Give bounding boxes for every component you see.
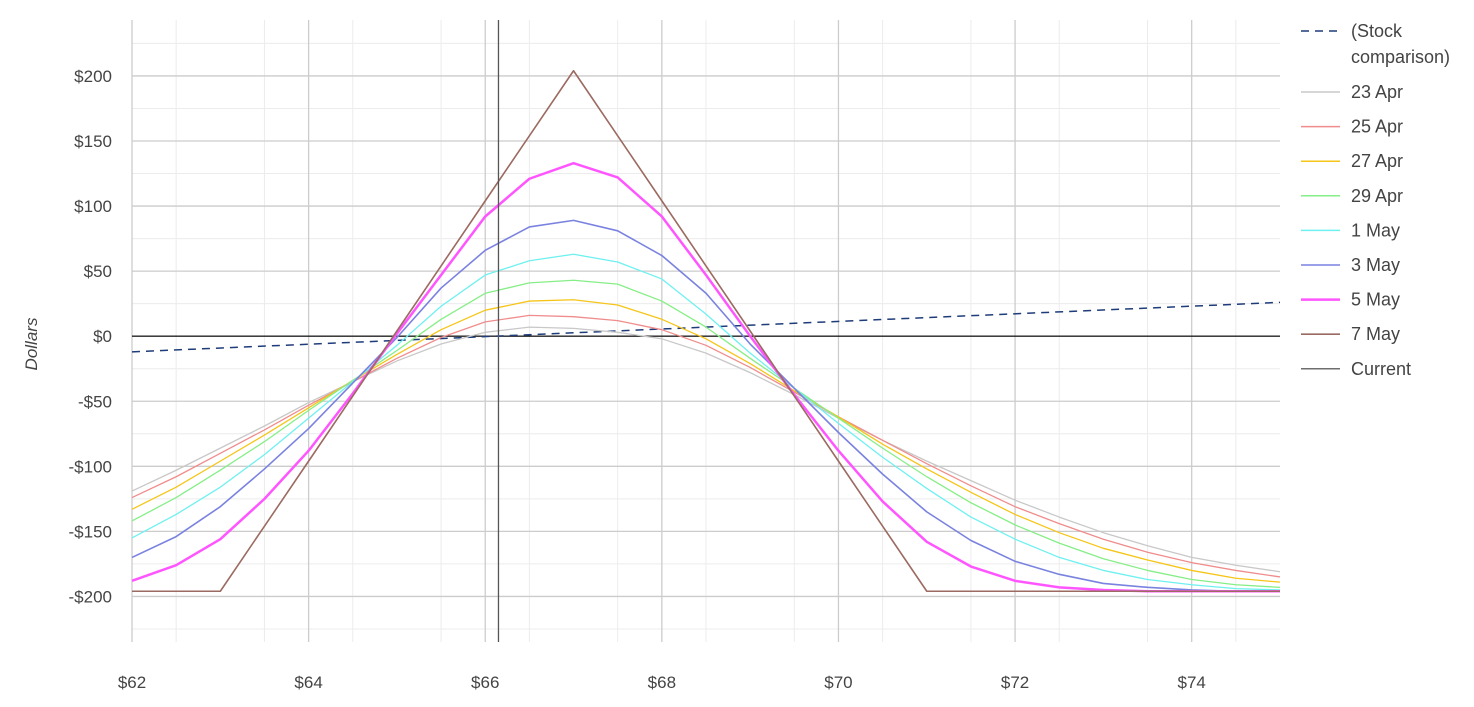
- series-line-23-apr: [131, 326, 1281, 573]
- x-tick-label: $70: [824, 673, 852, 692]
- legend-label-stock-comparison: (Stock: [1351, 21, 1403, 41]
- series-line-3-may: [131, 219, 1280, 593]
- legend-label-5-may: 5 May: [1351, 290, 1400, 310]
- x-tick-label: $64: [294, 673, 322, 692]
- x-tick-label: $66: [471, 673, 499, 692]
- y-tick-label: $0: [93, 327, 112, 346]
- y-tick-label: $200: [74, 67, 112, 86]
- y-tick-label: -$100: [69, 457, 112, 476]
- y-axis-title: Dollars: [22, 317, 41, 370]
- axis-tick-labels: $62 $64 $66 $68 $70 $72 $74 $200 $150 $100 $50 $0 -$…: [69, 67, 1206, 692]
- y-tick-label: -$150: [69, 522, 112, 541]
- legend-label-3-may: 3 May: [1351, 255, 1400, 275]
- series-line-7-may: [132, 69, 1280, 593]
- y-tick-label: -$200: [69, 587, 112, 606]
- series-line-25-apr: [131, 314, 1281, 578]
- legend-label-1-may: 1 May: [1351, 220, 1400, 240]
- series-lines: [131, 69, 1281, 593]
- legend-label-current: Current: [1351, 359, 1411, 379]
- series-line-5-may: [131, 161, 1280, 593]
- legend-label-29-apr: 29 Apr: [1351, 186, 1403, 206]
- legend: (Stock comparison) 23 Apr 25 Apr 27 Apr 29 Ap…: [1301, 21, 1450, 379]
- x-tick-label: $62: [118, 673, 146, 692]
- series-line-1-may: [131, 253, 1281, 591]
- legend-label-27-apr: 27 Apr: [1351, 151, 1403, 171]
- minor-gridlines: [132, 20, 1280, 642]
- legend-label-7-may: 7 May: [1351, 324, 1400, 344]
- y-tick-label: $150: [74, 132, 112, 151]
- legend-label-23-apr: 23 Apr: [1351, 82, 1403, 102]
- y-tick-label: $100: [74, 197, 112, 216]
- x-tick-label: $74: [1178, 673, 1206, 692]
- major-gridlines: [131, 20, 1280, 642]
- y-tick-label: -$50: [78, 392, 112, 411]
- x-tick-label: $68: [648, 673, 676, 692]
- y-tick-label: $50: [84, 262, 112, 281]
- x-tick-label: $72: [1001, 673, 1029, 692]
- legend-label-25-apr: 25 Apr: [1351, 117, 1403, 137]
- series-line-29-apr: [131, 279, 1281, 588]
- series-line-27-apr: [131, 299, 1281, 583]
- legend-label-stock-comparison: comparison): [1351, 47, 1450, 67]
